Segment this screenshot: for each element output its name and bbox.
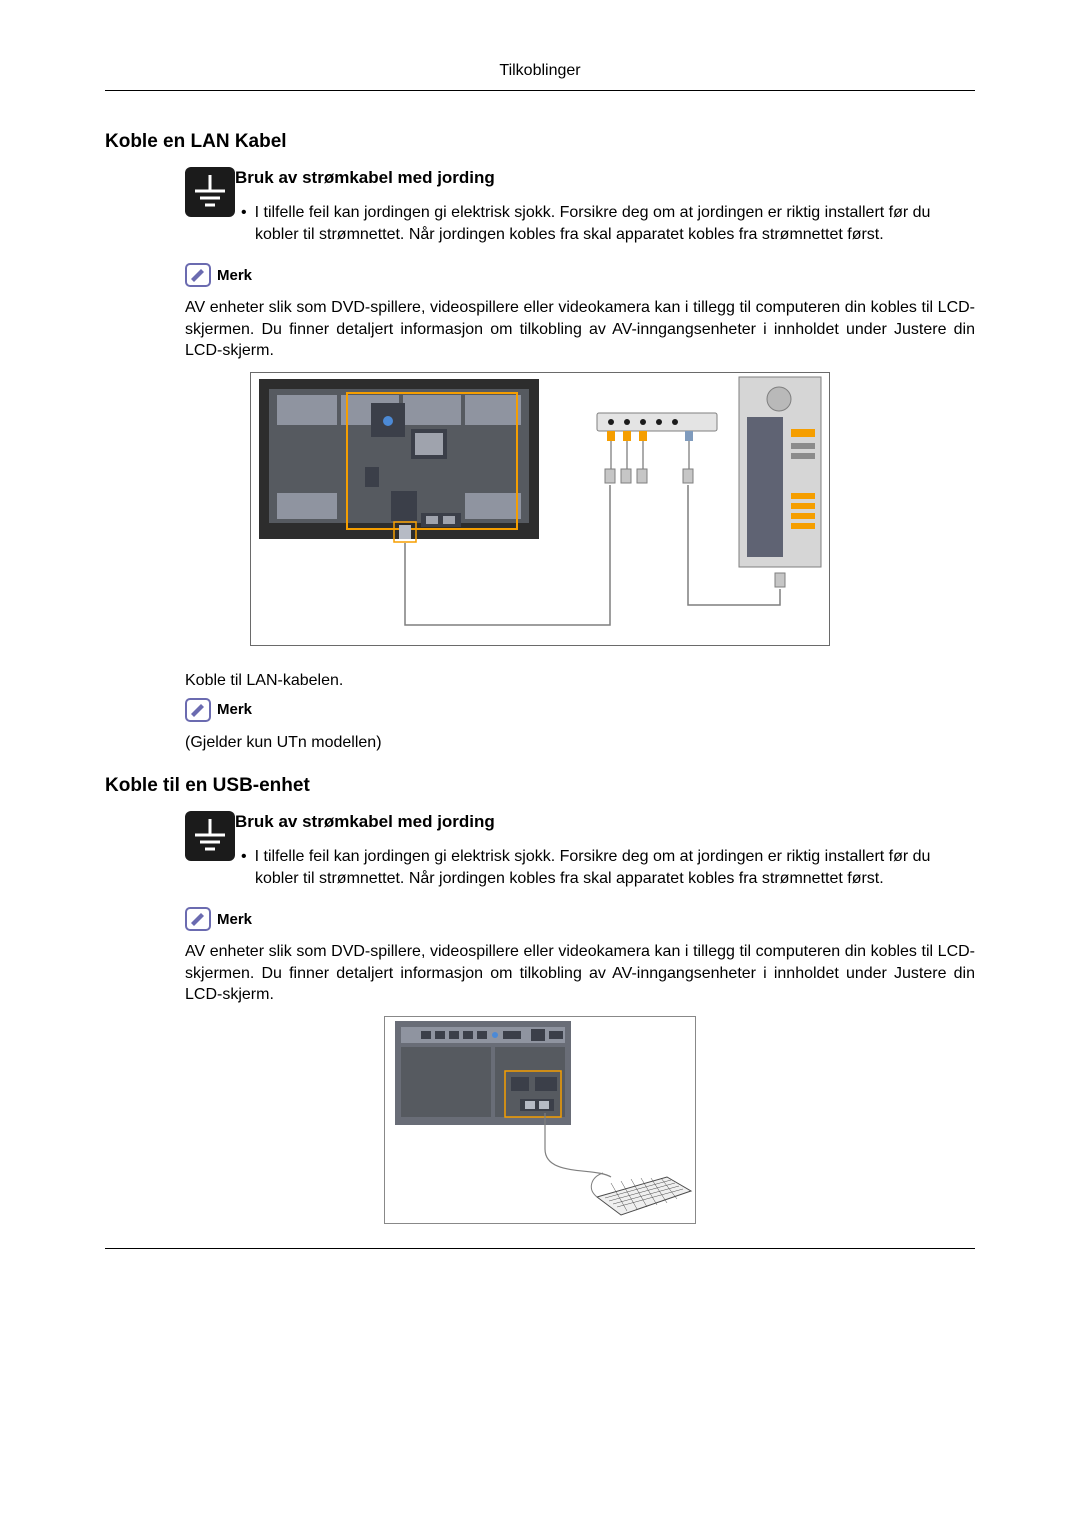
lan-caption: Koble til LAN-kabelen. — [185, 670, 975, 692]
warning-title-usb: Bruk av strømkabel med jording — [235, 811, 975, 834]
note-body-lan: AV enheter slik som DVD-spillere, videos… — [185, 297, 975, 362]
pencil-note-icon — [185, 263, 211, 287]
warning-grounding-usb: Bruk av strømkabel med jording I tilfell… — [185, 811, 975, 889]
pencil-note-icon — [185, 907, 211, 931]
note-label-lan-2: Merk — [217, 701, 252, 718]
ground-icon — [185, 167, 235, 217]
lan-connection-diagram — [250, 372, 830, 646]
warning-body-usb: I tilfelle feil kan jordingen gi elektri… — [235, 846, 975, 889]
section-title-usb: Koble til en USB-enhet — [105, 775, 975, 797]
ground-icon — [185, 811, 235, 861]
warning-grounding-lan: Bruk av strømkabel med jording I tilfell… — [185, 167, 975, 245]
note-row-lan: Merk — [185, 263, 975, 287]
header-rule — [105, 90, 975, 91]
note-row-usb: Merk — [185, 907, 975, 931]
lan-footnote: (Gjelder kun UTn modellen) — [185, 732, 975, 754]
section-title-lan: Koble en LAN Kabel — [105, 131, 975, 153]
document-page: Tilkoblinger Koble en LAN Kabel Bruk av … — [0, 0, 1080, 1527]
note-row-lan-2: Merk — [185, 698, 975, 722]
warning-body-lan: I tilfelle feil kan jordingen gi elektri… — [235, 202, 975, 245]
warning-title-lan: Bruk av strømkabel med jording — [235, 167, 975, 190]
page-header-title: Tilkoblinger — [105, 0, 975, 90]
usb-connection-diagram — [384, 1016, 696, 1224]
note-body-usb: AV enheter slik som DVD-spillere, videos… — [185, 941, 975, 1006]
footer-rule — [105, 1248, 975, 1249]
note-label-lan: Merk — [217, 267, 252, 284]
note-label-usb: Merk — [217, 911, 252, 928]
pencil-note-icon — [185, 698, 211, 722]
